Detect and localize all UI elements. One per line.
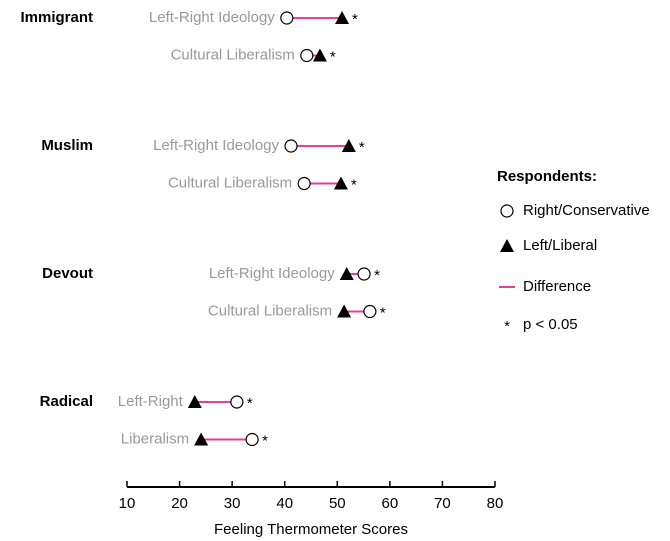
x-tick-label: 10 (119, 495, 136, 512)
category-label: Cultural Liberalism (171, 46, 295, 63)
significance-mark: * (247, 395, 253, 412)
circle-marker (230, 395, 244, 409)
circle-marker (280, 11, 294, 25)
category-label: Left-Right Ideology (209, 265, 335, 282)
triangle-marker (194, 432, 209, 446)
legend-triangle (500, 239, 514, 252)
legend-title: Respondents: (497, 168, 597, 185)
significance-mark: * (352, 11, 358, 28)
triangle-marker (312, 48, 327, 62)
legend-label: Left/Liberal (523, 237, 597, 254)
group-label: Muslim (41, 137, 93, 154)
category-label: Left-Right (118, 393, 184, 410)
significance-mark: * (380, 304, 386, 321)
significance-mark: * (262, 432, 268, 449)
circle-marker (297, 176, 311, 191)
category-label: Cultural Liberalism (208, 302, 332, 319)
legend-label: Right/Conservative (523, 202, 650, 219)
significance-mark: * (374, 267, 380, 284)
circle-marker (363, 304, 377, 319)
group-label: Devout (42, 265, 93, 282)
legend-circle (500, 204, 514, 218)
category-label: Left-Right Ideology (153, 137, 279, 154)
x-tick-label: 50 (329, 495, 346, 512)
triangle-marker (341, 139, 356, 152)
triangle-marker (333, 176, 348, 190)
triangle-marker (339, 267, 354, 280)
circle-marker (245, 432, 259, 447)
category-label: Cultural Liberalism (168, 174, 292, 191)
triangle-marker (337, 304, 352, 318)
x-tick-label: 60 (382, 495, 399, 512)
circle-marker (284, 139, 298, 153)
category-label: Liberalism (121, 430, 189, 447)
x-axis-label: Feeling Thermometer Scores (214, 521, 408, 538)
circle-marker (357, 267, 371, 281)
significance-mark: * (351, 176, 357, 193)
x-tick-label: 20 (171, 495, 188, 512)
legend-label: Difference (523, 278, 591, 295)
x-tick-label: 80 (487, 495, 504, 512)
legend-label: p < 0.05 (523, 316, 578, 333)
x-tick-label: 70 (434, 495, 451, 512)
group-label: Radical (40, 393, 93, 410)
significance-mark: * (330, 48, 336, 65)
circle-marker (300, 48, 314, 63)
significance-mark: * (359, 139, 365, 156)
legend-symbol: * (504, 318, 510, 335)
triangle-marker (335, 11, 350, 24)
triangle-marker (187, 395, 202, 408)
group-label: Immigrant (20, 9, 93, 26)
x-tick-label: 30 (224, 495, 241, 512)
category-label: Left-Right Ideology (149, 9, 275, 26)
x-tick-label: 40 (276, 495, 293, 512)
